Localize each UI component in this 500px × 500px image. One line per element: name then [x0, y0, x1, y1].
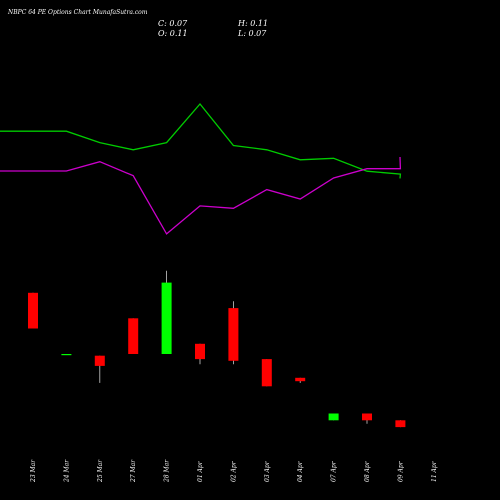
- close-value: C: 0.07: [158, 19, 188, 28]
- candle: [328, 413, 339, 421]
- candle-body: [362, 413, 372, 421]
- date-label: 02 Apr: [230, 460, 237, 482]
- candle-body: [128, 318, 139, 354]
- indicator-line-magenta: [0, 156, 402, 235]
- candle: [362, 413, 372, 424]
- date-label: 01 Apr: [197, 460, 204, 482]
- indicator-lines: [0, 102, 402, 235]
- candle: [61, 354, 72, 356]
- candle: [161, 270, 172, 354]
- low-value: L: 0.07: [238, 29, 267, 38]
- date-label: 04 Apr: [297, 460, 304, 482]
- date-label: 23 Mar: [30, 459, 37, 483]
- date-axis: 23 Mar 24 Mar 25 Mar 27 Mar 28 Mar 01 Apr 02 A…: [30, 459, 438, 483]
- date-label: 11 Apr: [431, 460, 438, 482]
- candle: [28, 292, 38, 329]
- date-label: 03 Apr: [264, 460, 271, 482]
- candle: [228, 301, 239, 365]
- date-label: 09 Apr: [397, 460, 404, 482]
- candle: [261, 359, 272, 387]
- candle-body: [395, 420, 406, 428]
- candle-body: [228, 308, 239, 361]
- candle: [395, 420, 406, 428]
- indicator-line-green: [0, 102, 402, 179]
- high-value: H: 0.11: [238, 19, 269, 28]
- candle-body: [161, 282, 172, 354]
- candle-body: [94, 355, 105, 366]
- candle-body: [28, 292, 38, 329]
- candle-body: [328, 413, 339, 421]
- candle: [128, 318, 139, 354]
- date-label: 07 Apr: [331, 460, 338, 482]
- candle-body: [195, 343, 205, 360]
- date-label: 27 Mar: [130, 459, 137, 483]
- candle: [295, 377, 306, 383]
- candle-body: [61, 354, 72, 356]
- date-label: 24 Mar: [63, 459, 70, 483]
- candle: [94, 355, 105, 383]
- date-label: 28 Mar: [164, 459, 171, 483]
- candle-body: [261, 359, 272, 387]
- date-label: 08 Apr: [364, 460, 371, 482]
- open-value: O: 0.11: [158, 29, 188, 38]
- candle-body: [295, 377, 306, 382]
- candle: [195, 343, 205, 365]
- chart-title: NBPC 64 PE Options Chart MunafaSutra.com: [8, 9, 148, 16]
- candlesticks: [28, 270, 406, 428]
- date-label: 25 Mar: [97, 459, 104, 483]
